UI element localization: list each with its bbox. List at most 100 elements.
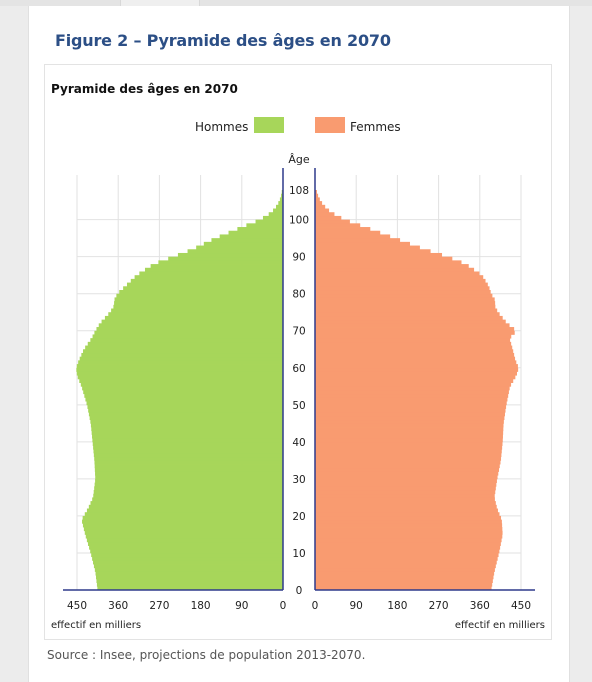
bar-femmes — [315, 364, 518, 369]
bar-femmes — [315, 338, 511, 343]
y-tick-label: 40 — [292, 437, 305, 449]
bar-hommes — [111, 308, 283, 313]
bar-femmes — [315, 552, 499, 558]
bar-hommes — [86, 401, 283, 406]
bar-hommes — [196, 245, 283, 250]
bar-femmes — [315, 441, 503, 446]
bar-femmes — [315, 352, 515, 358]
bar-hommes — [276, 204, 283, 209]
bar-hommes — [88, 412, 283, 417]
bar-femmes — [315, 345, 513, 350]
bar-hommes — [81, 352, 283, 358]
bar-femmes — [315, 430, 504, 435]
bar-hommes — [139, 271, 283, 276]
x-tick-label-right: 180 — [387, 600, 407, 612]
bar-hommes — [113, 304, 283, 309]
legend-label-hommes: Hommes — [195, 120, 248, 134]
bar-femmes — [315, 282, 488, 287]
source-note: Source : Insee, projections de populatio… — [47, 648, 366, 662]
bar-hommes — [134, 275, 283, 280]
bar-femmes — [315, 578, 493, 583]
bar-femmes — [315, 267, 475, 272]
bar-femmes — [315, 523, 503, 528]
y-tick-label: 80 — [292, 289, 305, 301]
population-pyramid-chart: Pyramide des âges en 2070 Hommes Femmes Âge… — [51, 82, 545, 631]
bar-hommes — [268, 212, 283, 217]
bar-femmes — [315, 449, 502, 454]
bar-hommes — [187, 249, 283, 254]
bar-femmes — [315, 419, 504, 424]
bar-hommes — [92, 556, 284, 561]
y-tick-label: 60 — [292, 363, 305, 375]
bar-femmes — [315, 227, 371, 232]
bar-femmes — [315, 515, 502, 521]
top-strip — [0, 0, 592, 6]
bar-femmes — [315, 249, 431, 254]
bar-hommes — [84, 512, 283, 517]
bar-femmes — [315, 567, 495, 572]
x-axis-label-left: effectif en milliers — [51, 620, 141, 631]
bar-hommes — [91, 552, 283, 558]
bar-femmes — [315, 549, 500, 554]
bar-hommes — [92, 434, 283, 439]
bar-hommes — [84, 530, 283, 535]
x-tick-label-right: 270 — [429, 600, 449, 612]
x-tick-label-right: 450 — [511, 600, 531, 612]
bar-hommes — [93, 564, 283, 569]
bar-hommes — [94, 456, 283, 461]
bar-femmes — [315, 582, 493, 587]
bar-femmes — [315, 508, 498, 513]
bar-femmes — [315, 482, 497, 487]
y-tick-label: 0 — [296, 585, 303, 597]
bar-hommes — [144, 267, 283, 272]
bar-femmes — [315, 560, 497, 565]
bar-hommes — [89, 545, 284, 550]
bar-hommes — [93, 493, 283, 498]
bar-hommes — [94, 330, 283, 335]
y-axis-label: Âge — [288, 153, 310, 166]
bar-femmes — [315, 271, 480, 276]
bar-femmes — [315, 412, 505, 417]
bar-hommes — [98, 323, 283, 328]
x-tick-label-left: 0 — [280, 600, 287, 612]
bar-femmes — [315, 212, 335, 217]
bar-femmes — [315, 445, 503, 450]
bar-hommes — [279, 197, 283, 202]
bar-hommes — [96, 327, 283, 332]
x-tick-label-right: 90 — [350, 600, 363, 612]
bar-hommes — [76, 367, 284, 372]
bar-femmes — [315, 301, 496, 306]
bar-femmes — [315, 378, 514, 383]
bar-femmes — [315, 456, 502, 461]
bar-hommes — [85, 397, 283, 402]
bar-hommes — [219, 234, 283, 239]
figure-title: Figure 2 – Pyramide des âges en 2070 — [55, 31, 391, 50]
bar-femmes — [315, 404, 507, 409]
bar-hommes — [255, 219, 283, 224]
x-axis-label-right: effectif en milliers — [455, 620, 545, 631]
bar-hommes — [94, 486, 283, 491]
x-tick-label-left: 360 — [108, 600, 128, 612]
bar-hommes — [76, 371, 283, 376]
bar-femmes — [315, 375, 516, 380]
bar-hommes — [82, 386, 283, 391]
bar-hommes — [262, 215, 283, 221]
bar-femmes — [315, 275, 484, 280]
bar-hommes — [97, 586, 283, 591]
x-tick-label-right: 360 — [470, 600, 490, 612]
bar-hommes — [96, 578, 283, 583]
bar-femmes — [315, 341, 512, 346]
bar-hommes — [86, 508, 283, 513]
x-tick-label-left: 270 — [149, 600, 169, 612]
bar-hommes — [126, 282, 283, 287]
bar-hommes — [79, 356, 283, 361]
bar-femmes — [315, 252, 443, 258]
bar-femmes — [315, 190, 317, 195]
bar-femmes — [315, 423, 504, 428]
bar-femmes — [315, 545, 501, 550]
bar-femmes — [315, 575, 494, 580]
bar-hommes — [90, 419, 283, 424]
y-tick-label: 108 — [289, 185, 309, 197]
bar-femmes — [315, 493, 495, 498]
bar-hommes — [95, 475, 283, 480]
